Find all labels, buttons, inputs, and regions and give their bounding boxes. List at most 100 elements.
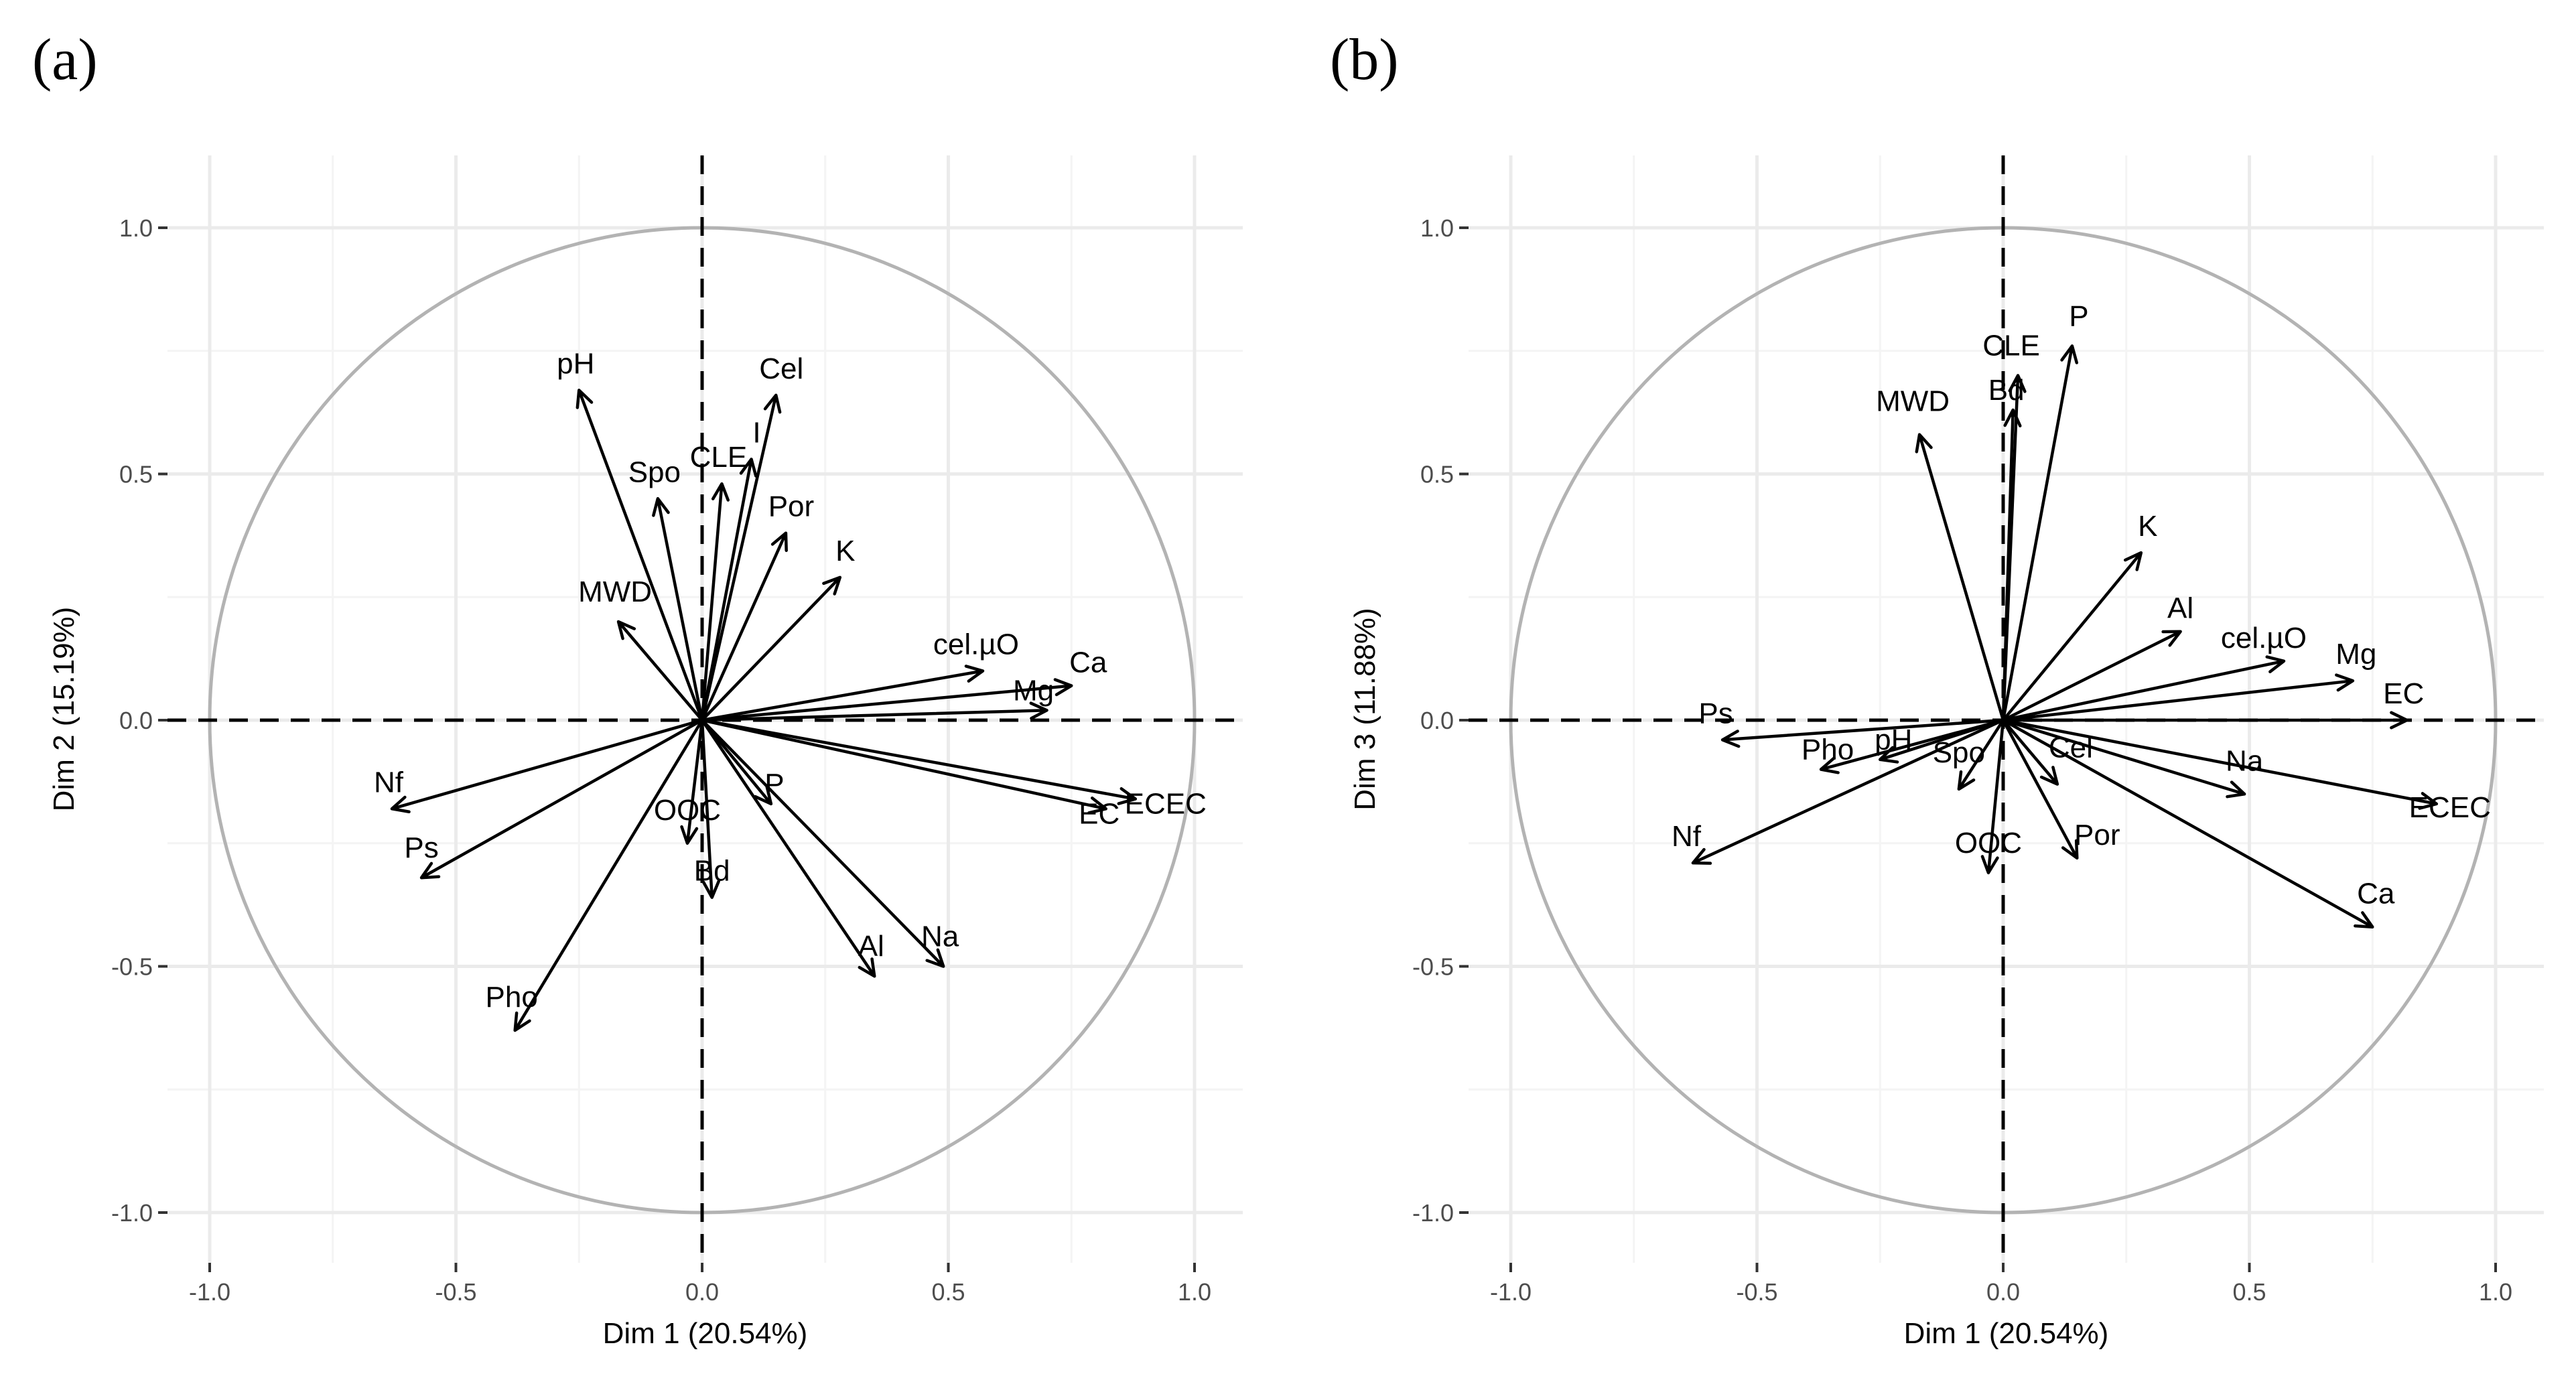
arrow-k (2001, 551, 2143, 722)
panel-a-label: (a) (32, 27, 98, 92)
arrow-al (700, 718, 876, 978)
arrow-cle (700, 482, 730, 722)
arrow-ps (419, 718, 704, 880)
label-p: P (2069, 299, 2088, 332)
arrow-cel-o (2001, 655, 2286, 722)
y-tick-label: 0.0 (1420, 707, 1454, 734)
x-tick-label: 0.0 (1986, 1278, 2020, 1306)
label-cel: Cel (2049, 732, 2093, 764)
y-tick-label: -1.0 (111, 1199, 153, 1227)
label-cle: CLE (690, 441, 748, 474)
y-tick-label: 1.0 (1420, 214, 1454, 242)
x-axis-title: Dim 1 (20.54%) (1904, 1317, 2109, 1350)
label-cle: CLE (1982, 330, 2040, 362)
x-axis-title: Dim 1 (20.54%) (603, 1317, 808, 1350)
y-tick-label: -0.5 (1412, 953, 1454, 981)
label-pho: Pho (486, 981, 538, 1014)
arrow-bd (700, 718, 720, 899)
label-nf: Nf (1672, 820, 1702, 853)
x-tick-label: -1.0 (1490, 1278, 1532, 1306)
arrow-spo (1957, 718, 2005, 791)
label-ph: pH (557, 348, 594, 381)
x-tick-label: -0.5 (1736, 1278, 1777, 1306)
label-k: K (835, 535, 855, 567)
label-al: Al (2167, 592, 2193, 625)
label-mwd: MWD (1876, 385, 1950, 418)
arrow-ecec (700, 718, 1138, 805)
label-bd: Bd (694, 855, 730, 888)
label-i: I (752, 416, 760, 449)
y-tick-label: 0.5 (1420, 461, 1454, 488)
label-ca: Ca (2357, 878, 2395, 910)
label-ec: EC (1079, 797, 1120, 830)
arrow-ph (575, 389, 704, 722)
x-tick-label: 1.0 (1178, 1278, 1211, 1306)
arrow-nf (1691, 718, 2005, 865)
arrow-al (2001, 630, 2182, 722)
x-tick-label: -1.0 (189, 1278, 230, 1306)
label-mg: Mg (2335, 638, 2376, 671)
label-k: K (2138, 510, 2157, 543)
label-al: Al (858, 930, 884, 963)
arrow-ooc (680, 718, 704, 845)
arrow-ec (700, 718, 1107, 815)
arrow-nf (390, 718, 704, 813)
arrow-mg (2001, 673, 2355, 722)
arrow-bd (2001, 408, 2022, 722)
arrow-spo (652, 497, 704, 722)
arrow-ecec (2001, 718, 2439, 810)
arrow-p (700, 718, 773, 806)
label-ca: Ca (1069, 646, 1107, 679)
x-tick-label: 0.5 (931, 1278, 965, 1306)
y-axis-title: Dim 3 (11.88%) (1349, 608, 1381, 810)
label-ps: Ps (404, 831, 438, 864)
arrow-ec (2001, 711, 2409, 730)
panel-a-chart: -1.0 -0.5 0.0 0.5 1.0 -1.0 -0.5 0.0 0.5 1.0 Dim 1 … (48, 155, 1243, 1350)
arrow-por (700, 531, 788, 722)
arrow-por (2001, 718, 2079, 860)
arrow-mwd (1915, 433, 2005, 722)
arrow-ca (2001, 718, 2374, 929)
label-cel-o: cel.µO (933, 628, 1019, 661)
arrow-cel (700, 393, 782, 722)
panel-b-label: (b) (1330, 27, 1399, 92)
arrow-cel (2001, 718, 2059, 786)
panel-b-chart: -1.0 -0.5 0.0 0.5 1.0 -1.0 -0.5 0.0 0.5 1.0 Dim 1 … (1349, 155, 2544, 1350)
label-cel: Cel (759, 352, 803, 385)
label-spo: Spo (628, 456, 681, 488)
y-axis-title: Dim 2 (15.19%) (48, 607, 80, 812)
label-mwd: MWD (578, 575, 652, 608)
arrow-cel-o (700, 665, 985, 722)
label-ooc: OOC (654, 794, 721, 827)
label-ooc: OOC (1955, 827, 2022, 860)
label-nf: Nf (374, 766, 404, 799)
label-cel-o: cel.µO (2221, 622, 2307, 655)
arrow-pho (1819, 718, 2005, 774)
arrow-ooc (1980, 718, 2005, 875)
arrow-na (700, 718, 945, 968)
arrow-pho (513, 718, 704, 1032)
label-pho: Pho (1802, 734, 1854, 766)
label-por: Por (2074, 819, 2120, 851)
arrow-mg (700, 701, 1048, 722)
label-mg: Mg (1013, 674, 1054, 707)
y-tick-label: 0.0 (119, 707, 153, 734)
arrow-mwd (616, 620, 704, 722)
arrow-na (2001, 718, 2246, 799)
arrow-ca (700, 678, 1073, 722)
x-tick-label: 1.0 (2479, 1278, 2512, 1306)
label-por: Por (768, 490, 814, 523)
label-ec: EC (2383, 677, 2424, 710)
y-tick-label: -1.0 (1412, 1199, 1454, 1227)
arrow-p (2001, 344, 2079, 722)
label-bd: Bd (1988, 374, 2025, 407)
arrow-k (700, 575, 842, 722)
label-na: Na (921, 920, 959, 953)
x-tick-label: 0.5 (2232, 1278, 2266, 1306)
label-ecec: ECEC (1125, 788, 1207, 821)
x-tick-label: 0.0 (685, 1278, 719, 1306)
arrow-ps (1720, 718, 2005, 748)
label-ecec: ECEC (2409, 791, 2491, 824)
arrow-i (700, 458, 758, 722)
